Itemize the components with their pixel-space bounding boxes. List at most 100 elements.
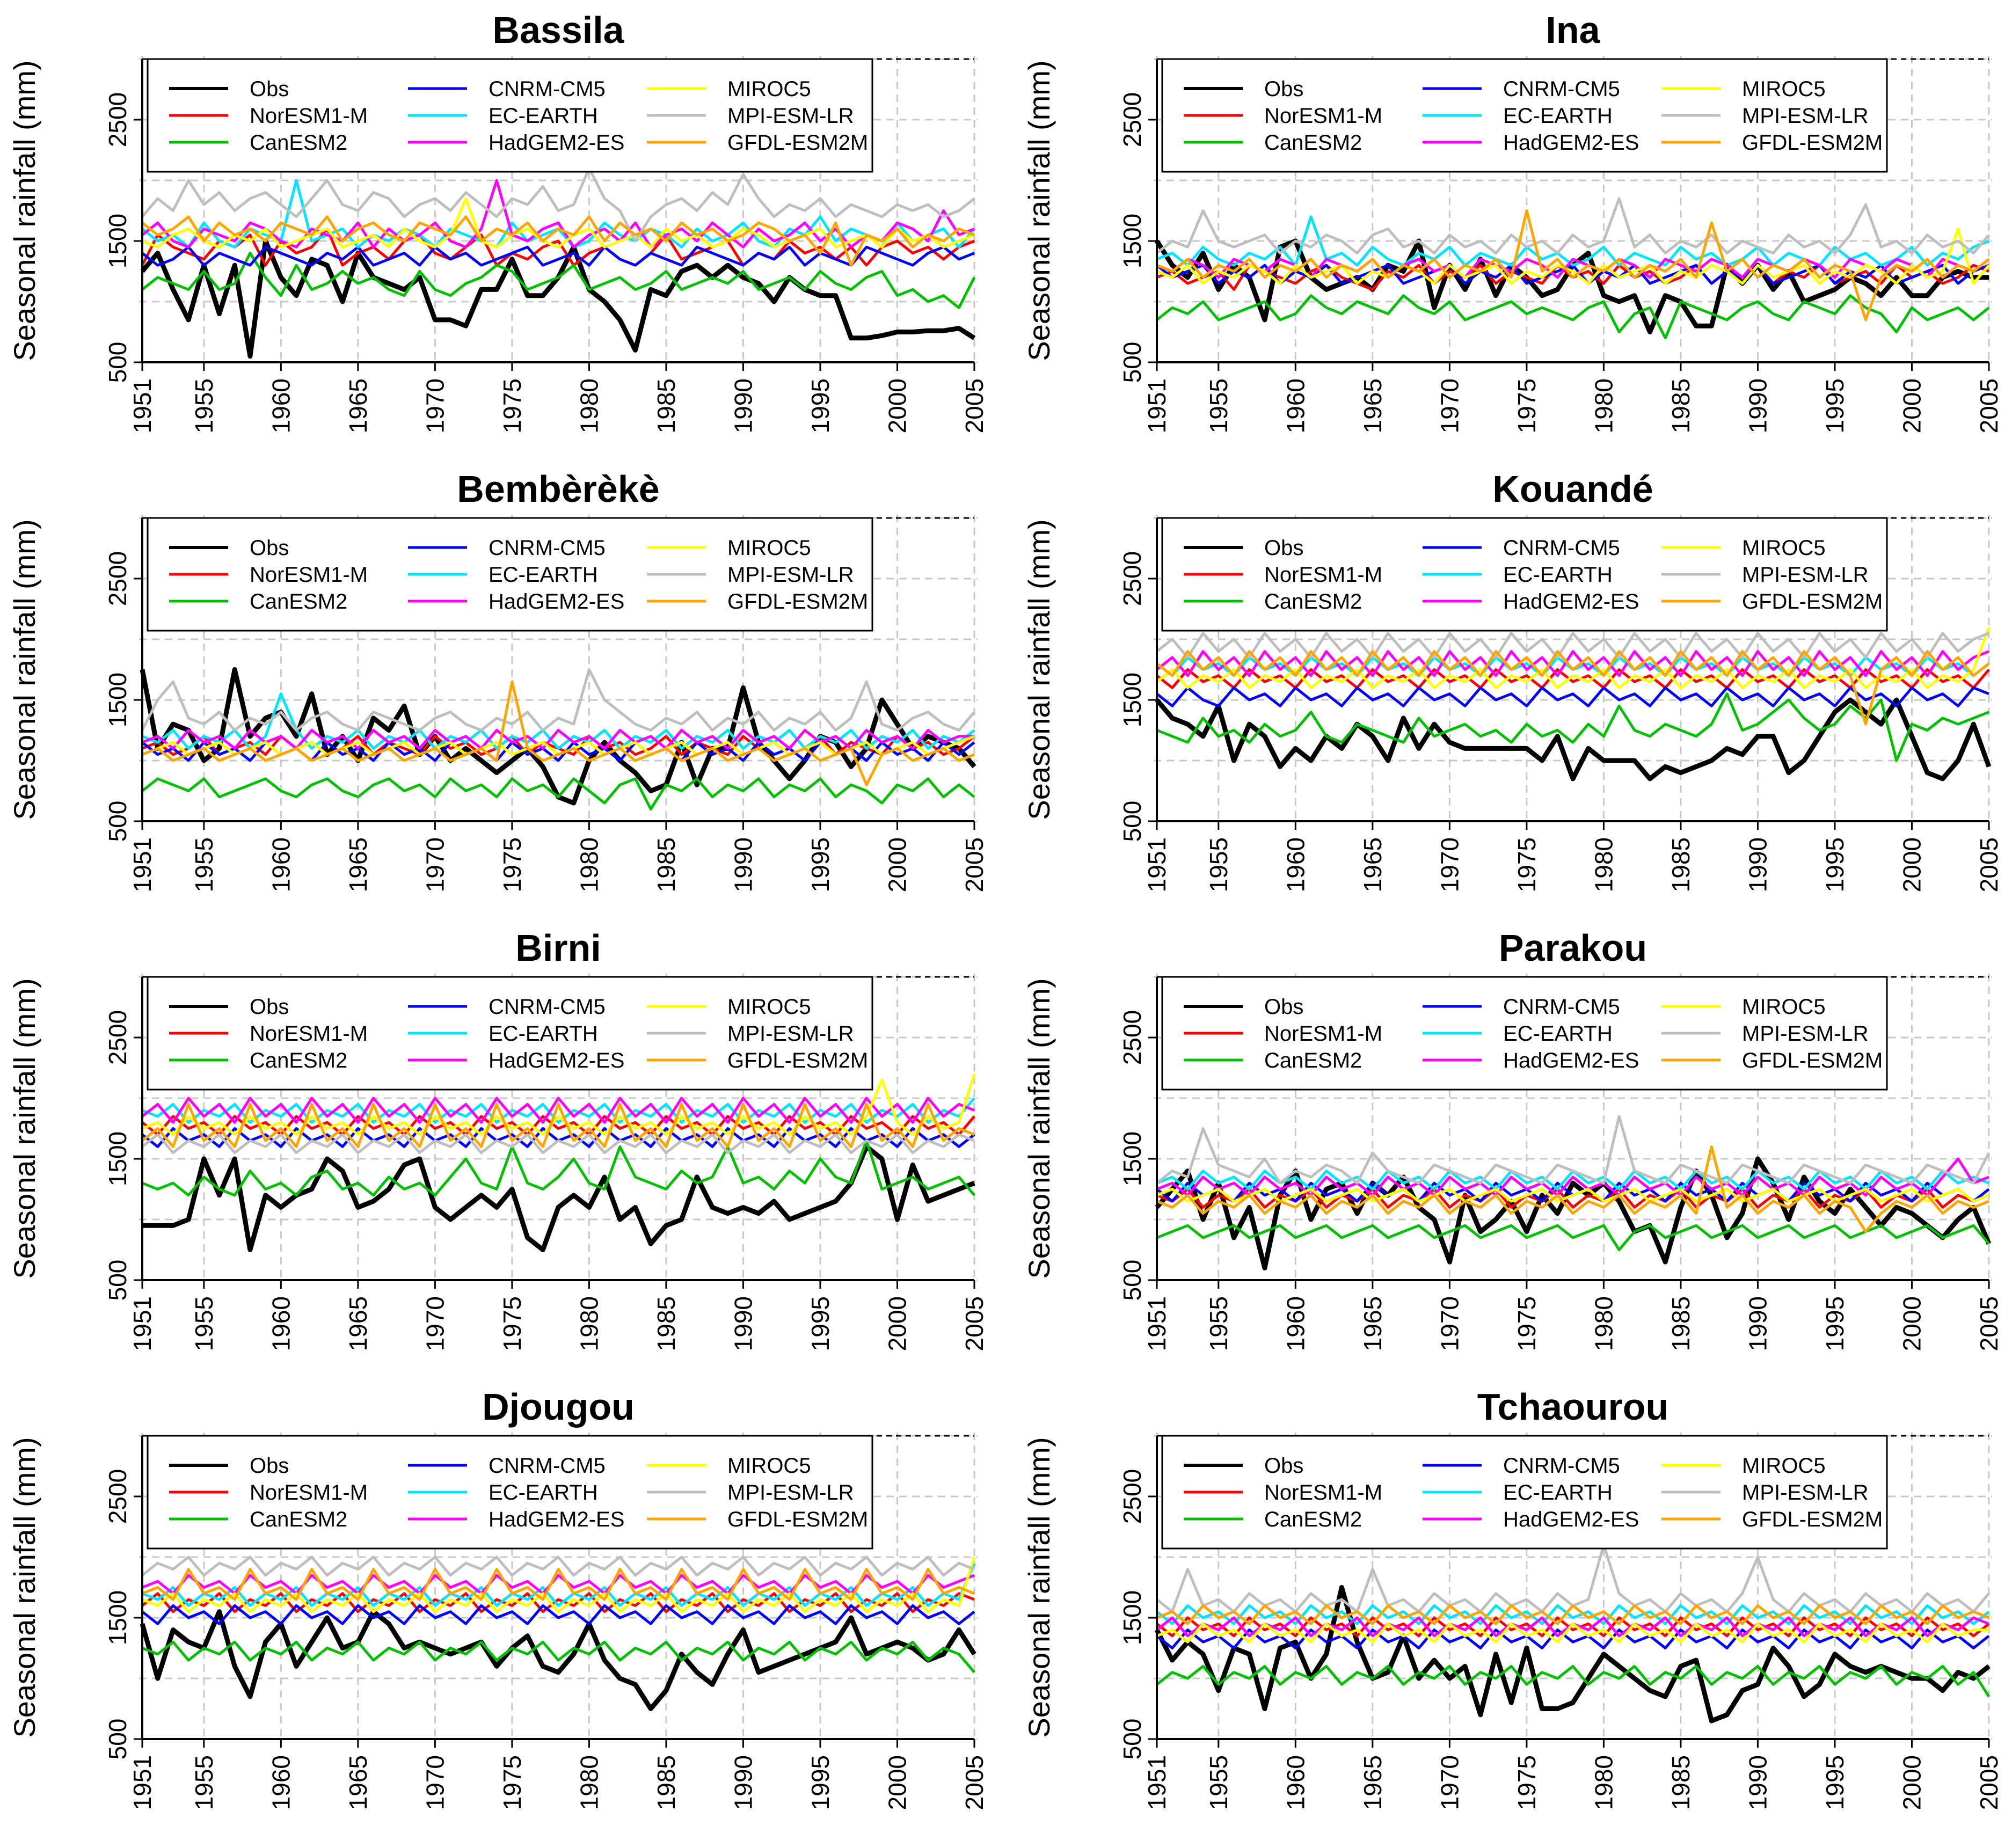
series-line-miroc5 — [1156, 1622, 1989, 1644]
series-line-miroc5 — [1156, 227, 1990, 285]
x-tick-label: 1995 — [806, 1296, 834, 1351]
x-tick-label: 1965 — [1359, 1755, 1387, 1810]
series-line-mpi-esm-lr — [1156, 1543, 1990, 1613]
y-axis-title: Seasonal rainfall (mm) — [8, 60, 41, 361]
x-tick-label: 1960 — [267, 378, 295, 433]
x-tick-label: 2000 — [883, 1755, 911, 1810]
x-tick-label: 2005 — [1975, 378, 2003, 433]
chart-title: Ina — [1546, 9, 1600, 51]
y-tick-label: 500 — [1118, 801, 1146, 842]
series-line-canesm2 — [142, 1139, 975, 1197]
x-tick-label: 2000 — [1898, 378, 1926, 433]
legend-label: EC-EARTH — [489, 1022, 598, 1046]
x-tick-label: 1985 — [1667, 1296, 1695, 1351]
series-line-obs — [1155, 697, 1992, 781]
legend-label: HadGEM2-ES — [489, 1049, 624, 1072]
series-line-miroc5 — [142, 1073, 976, 1136]
x-tick-label: 2005 — [960, 1755, 988, 1810]
y-tick-label: 500 — [104, 801, 132, 842]
x-tick-label: 1965 — [1359, 1296, 1387, 1351]
legend-label: CNRM-CM5 — [1503, 995, 1620, 1019]
legend-label: CanESM2 — [250, 131, 347, 155]
legend-label: MIROC5 — [727, 536, 811, 560]
legend-label: CNRM-CM5 — [1503, 1454, 1620, 1478]
chart-panel: Obs NorESM1-M CanESM2 CNRM-CM5 EC-EARTH HadGE… — [8, 9, 988, 433]
legend-label: GFDL-ESM2M — [1742, 1508, 1883, 1531]
series-line-noresm1-m — [142, 735, 975, 756]
x-tick-label: 1995 — [806, 837, 834, 892]
legend-box — [147, 1435, 873, 1550]
y-axis-title: Seasonal rainfall (mm) — [1022, 1437, 1056, 1737]
series-line-miroc5 — [142, 197, 975, 249]
x-tick-label: 2000 — [1898, 1296, 1926, 1351]
x-tick-label: 1970 — [1435, 1755, 1463, 1810]
x-tick-label: 1990 — [729, 378, 757, 433]
chart-title: Kouandé — [1492, 468, 1653, 510]
chart-panel: Obs NorESM1-M CanESM2 CNRM-CM5 EC-EARTH HadGE… — [8, 468, 988, 892]
x-tick-label: 1975 — [498, 378, 526, 433]
legend-label: Obs — [250, 995, 289, 1019]
legend-label: GFDL-ESM2M — [727, 1508, 868, 1531]
x-tick-label: 2005 — [960, 1296, 988, 1351]
legend-box — [147, 517, 873, 632]
x-tick-label: 1970 — [421, 837, 449, 892]
x-tick-label: 1955 — [1205, 837, 1233, 892]
x-tick-label: 1960 — [1281, 378, 1309, 433]
legend-label: MPI-ESM-LR — [727, 104, 854, 128]
y-tick-label: 2500 — [1118, 1010, 1146, 1065]
x-tick-label: 1970 — [1435, 1296, 1463, 1351]
series-line-gfdl-esm2m — [141, 215, 975, 267]
x-tick-label: 1951 — [1143, 1755, 1171, 1810]
legend-label: CNRM-CM5 — [489, 995, 606, 1019]
series-line-hadgem2-es — [142, 1574, 975, 1595]
legend-label: CNRM-CM5 — [489, 536, 606, 560]
chart-title: Parakou — [1499, 927, 1647, 969]
legend-label: MPI-ESM-LR — [727, 563, 854, 587]
series-line-cnrm-cm5 — [141, 1604, 975, 1625]
legend-label: EC-EARTH — [1503, 1481, 1613, 1504]
x-tick-label: 1990 — [1744, 1755, 1772, 1810]
series-line-cnrm-cm5 — [1156, 686, 1989, 707]
y-tick-label: 2500 — [104, 1010, 132, 1065]
legend-label: GFDL-ESM2M — [727, 1049, 868, 1072]
x-tick-label: 1985 — [652, 837, 680, 892]
x-tick-label: 1975 — [1513, 837, 1541, 892]
x-tick-label: 2005 — [960, 837, 988, 892]
x-tick-label: 1970 — [1435, 837, 1463, 892]
series-line-hadgem2-es — [141, 1097, 975, 1124]
chart-panel: Obs NorESM1-M CanESM2 CNRM-CM5 EC-EARTH HadGE… — [1022, 927, 2003, 1351]
y-tick-label: 1500 — [1118, 214, 1146, 268]
legend-label: HadGEM2-ES — [1503, 131, 1639, 155]
legend-label: MIROC5 — [727, 77, 811, 101]
series-line-gfdl-esm2m — [1156, 650, 1990, 726]
x-tick-label: 1955 — [190, 1296, 218, 1351]
x-tick-label: 2000 — [883, 378, 911, 433]
series-line-miroc5 — [1156, 1188, 1989, 1203]
legend-box — [147, 58, 873, 173]
series-line-mpi-esm-lr — [1156, 1115, 1991, 1185]
x-tick-label: 1995 — [1821, 837, 1849, 892]
y-tick-label: 1500 — [1118, 673, 1146, 727]
legend-label: CanESM2 — [250, 1508, 347, 1531]
legend-label: MPI-ESM-LR — [727, 1481, 854, 1504]
x-tick-label: 1960 — [1281, 837, 1309, 892]
y-axis-title: Seasonal rainfall (mm) — [1022, 978, 1056, 1279]
x-tick-label: 1995 — [806, 378, 834, 433]
x-tick-label: 1985 — [1667, 837, 1695, 892]
series-line-cnrm-cm5 — [1156, 1628, 1990, 1649]
y-axis-title: Seasonal rainfall (mm) — [8, 978, 41, 1279]
legend-label: MIROC5 — [1742, 1454, 1826, 1478]
legend-label: Obs — [1264, 995, 1303, 1019]
y-tick-label: 1500 — [104, 1131, 132, 1186]
x-tick-label: 1995 — [1821, 1296, 1849, 1351]
series-line-hadgem2-es — [1156, 650, 1989, 677]
x-tick-label: 1975 — [498, 1755, 526, 1810]
legend-label: CanESM2 — [1264, 1508, 1362, 1531]
y-tick-label: 1500 — [1118, 1590, 1146, 1645]
series-line-mpi-esm-lr — [1156, 197, 1990, 255]
x-tick-label: 2005 — [1975, 1755, 2003, 1810]
series-line-obs — [1154, 1585, 1991, 1723]
x-tick-label: 1970 — [421, 378, 449, 433]
x-tick-label: 2005 — [960, 378, 988, 433]
series-line-obs — [142, 1144, 975, 1252]
